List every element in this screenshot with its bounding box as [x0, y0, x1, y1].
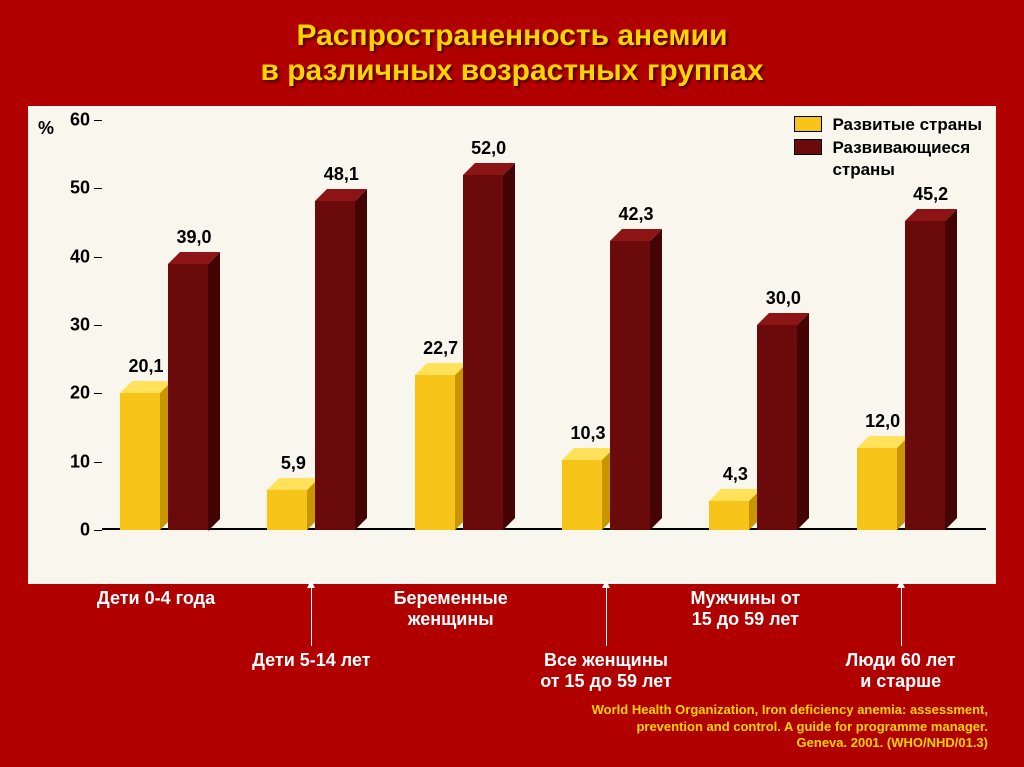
chart-title: Распространенность анемии в различных во…	[0, 0, 1024, 99]
y-tick	[94, 188, 102, 189]
value-label: 12,0	[865, 411, 900, 432]
y-tick-label: 30	[52, 315, 90, 336]
value-label: 30,0	[766, 288, 801, 309]
bar	[709, 489, 761, 530]
bar	[562, 448, 614, 530]
x-axis-baseline	[102, 528, 986, 530]
bar	[315, 189, 367, 530]
value-label: 22,7	[423, 338, 458, 359]
legend-label-developing: Развивающиесястраны	[832, 137, 970, 180]
bar	[757, 313, 809, 530]
y-tick-label: 60	[52, 110, 90, 131]
y-tick	[94, 462, 102, 463]
bar	[267, 478, 319, 530]
value-label: 52,0	[471, 138, 506, 159]
y-tick-label: 40	[52, 246, 90, 267]
legend-swatch-developing	[794, 139, 822, 155]
y-tick-label: 0	[52, 520, 90, 541]
legend-item-developing: Развивающиесястраны	[794, 137, 982, 180]
y-tick	[94, 393, 102, 394]
legend: Развитые страны Развивающиесястраны	[794, 114, 982, 182]
bar	[415, 363, 467, 530]
y-tick	[94, 530, 102, 531]
y-tick	[94, 325, 102, 326]
value-label: 20,1	[128, 356, 163, 377]
x-category-label: Дети 0-4 года	[97, 588, 215, 609]
bar	[857, 436, 909, 530]
value-label: 48,1	[324, 164, 359, 185]
y-tick-label: 20	[52, 383, 90, 404]
y-tick-label: 50	[52, 178, 90, 199]
bar	[610, 229, 662, 530]
bar	[905, 209, 957, 530]
y-tick-label: 10	[52, 451, 90, 472]
source-line-2: prevention and control. A guide for prog…	[592, 719, 988, 735]
value-label: 39,0	[176, 227, 211, 248]
bar	[120, 381, 172, 530]
source-citation: World Health Organization, Iron deficien…	[592, 702, 988, 751]
bar	[168, 252, 220, 531]
value-label: 5,9	[281, 453, 306, 474]
pointer-arrow-icon	[606, 588, 607, 646]
x-category-label: Мужчины от15 до 59 лет	[690, 588, 800, 629]
value-label: 10,3	[570, 423, 605, 444]
legend-swatch-developed	[794, 116, 822, 132]
chart-area: % 010203040506020,139,05,948,122,752,010…	[28, 106, 996, 584]
source-line-3: Geneva. 2001. (WHO/NHD/01.3)	[592, 735, 988, 751]
pointer-arrow-icon	[311, 588, 312, 646]
x-category-label: Люди 60 лети старше	[846, 650, 956, 691]
x-category-label: Все женщиныот 15 до 59 лет	[540, 650, 672, 691]
legend-item-developed: Развитые страны	[794, 114, 982, 135]
x-category-label: Дети 5-14 лет	[252, 650, 371, 671]
source-line-1: World Health Organization, Iron deficien…	[592, 702, 988, 718]
value-label: 45,2	[913, 184, 948, 205]
value-label: 42,3	[618, 204, 653, 225]
y-tick	[94, 120, 102, 121]
bar	[463, 163, 515, 530]
legend-label-developed: Развитые страны	[832, 114, 982, 135]
value-label: 4,3	[723, 464, 748, 485]
pointer-arrow-icon	[901, 588, 902, 646]
title-line-2: в различных возрастных группах	[0, 53, 1024, 88]
title-line-1: Распространенность анемии	[0, 18, 1024, 53]
x-category-label: Беременныеженщины	[394, 588, 508, 629]
y-tick	[94, 257, 102, 258]
x-axis-labels-band: Дети 0-4 года Дети 5-14 лет Беременныеженщ…	[28, 584, 996, 704]
